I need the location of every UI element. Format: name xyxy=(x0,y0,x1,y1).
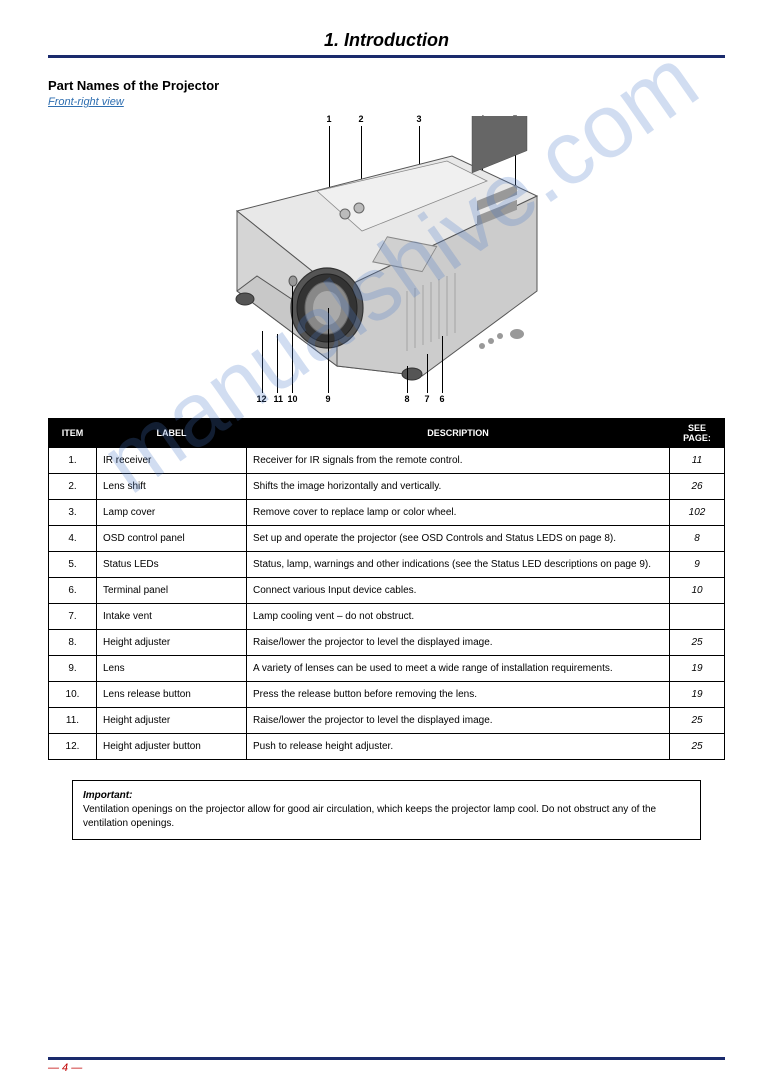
header-divider xyxy=(48,55,725,58)
cell-item: 3. xyxy=(49,500,97,526)
table-row: 11. Height adjuster Raise/lower the proj… xyxy=(49,708,725,734)
cell-page xyxy=(670,604,725,630)
table-row: 5. Status LEDs Status, lamp, warnings an… xyxy=(49,552,725,578)
table-row: 3. Lamp cover Remove cover to replace la… xyxy=(49,500,725,526)
cell-desc: Press the release button before removing… xyxy=(247,682,670,708)
th-description: DESCRIPTION xyxy=(247,419,670,448)
cell-item: 9. xyxy=(49,656,97,682)
cell-label: IR receiver xyxy=(97,448,247,474)
cell-label: Height adjuster xyxy=(97,630,247,656)
cell-label: Status LEDs xyxy=(97,552,247,578)
cell-desc: Lamp cooling vent – do not obstruct. xyxy=(247,604,670,630)
cell-desc: Receiver for IR signals from the remote … xyxy=(247,448,670,474)
cell-item: 6. xyxy=(49,578,97,604)
cell-item: 10. xyxy=(49,682,97,708)
cell-item: 1. xyxy=(49,448,97,474)
section-header: 1. Introduction xyxy=(48,30,725,51)
projector-diagram: 1 2 3 4 5 xyxy=(197,116,577,406)
cell-item: 5. xyxy=(49,552,97,578)
cell-item: 12. xyxy=(49,734,97,760)
main-title: Part Names of the Projector xyxy=(48,78,725,93)
cell-desc: Status, lamp, warnings and other indicat… xyxy=(247,552,670,578)
table-row: 9. Lens A variety of lenses can be used … xyxy=(49,656,725,682)
th-item: ITEM xyxy=(49,419,97,448)
cell-desc: Shifts the image horizontally and vertic… xyxy=(247,474,670,500)
table-row: 7. Intake vent Lamp cooling vent – do no… xyxy=(49,604,725,630)
cell-page: 25 xyxy=(670,734,725,760)
diagram-container: 1 2 3 4 5 xyxy=(48,116,725,406)
cell-desc: A variety of lenses can be used to meet … xyxy=(247,656,670,682)
cell-desc: Raise/lower the projector to level the d… xyxy=(247,630,670,656)
cell-label: Height adjuster button xyxy=(97,734,247,760)
cell-desc: Raise/lower the projector to level the d… xyxy=(247,708,670,734)
callout-12: 12 xyxy=(257,394,267,404)
subsection-title: Front-right view xyxy=(48,96,725,108)
cell-item: 7. xyxy=(49,604,97,630)
cell-item: 2. xyxy=(49,474,97,500)
cell-label: Terminal panel xyxy=(97,578,247,604)
cell-label: Lens release button xyxy=(97,682,247,708)
cell-desc: Set up and operate the projector (see OS… xyxy=(247,526,670,552)
cell-item: 4. xyxy=(49,526,97,552)
projector-illustration xyxy=(197,116,577,406)
table-row: 1. IR receiver Receiver for IR signals f… xyxy=(49,448,725,474)
cell-desc: Remove cover to replace lamp or color wh… xyxy=(247,500,670,526)
callout-10: 10 xyxy=(288,394,298,404)
important-text: Ventilation openings on the projector al… xyxy=(83,803,690,831)
table-row: 2. Lens shift Shifts the image horizonta… xyxy=(49,474,725,500)
callout-8: 8 xyxy=(405,394,410,404)
table-row: 12. Height adjuster button Push to relea… xyxy=(49,734,725,760)
callout-7: 7 xyxy=(425,394,430,404)
cell-label: Lens shift xyxy=(97,474,247,500)
table-row: 10. Lens release button Press the releas… xyxy=(49,682,725,708)
important-note: Important: Ventilation openings on the p… xyxy=(72,780,701,840)
th-label: LABEL xyxy=(97,419,247,448)
parts-table: ITEM LABEL DESCRIPTION SEE PAGE: 1. IR r… xyxy=(48,418,725,760)
callout-9: 9 xyxy=(326,394,331,404)
table-row: 8. Height adjuster Raise/lower the proje… xyxy=(49,630,725,656)
cell-item: 8. xyxy=(49,630,97,656)
page-number: — 4 — xyxy=(48,1062,82,1074)
cell-page: 10 xyxy=(670,578,725,604)
footer: — 4 — xyxy=(48,1057,725,1074)
cell-label: OSD control panel xyxy=(97,526,247,552)
cell-page: 25 xyxy=(670,630,725,656)
cell-page: 9 xyxy=(670,552,725,578)
cell-page: 8 xyxy=(670,526,725,552)
cell-page: 19 xyxy=(670,682,725,708)
th-page: SEE PAGE: xyxy=(670,419,725,448)
cell-label: Intake vent xyxy=(97,604,247,630)
parts-table-body: 1. IR receiver Receiver for IR signals f… xyxy=(49,448,725,760)
cell-label: Lamp cover xyxy=(97,500,247,526)
cell-label: Lens xyxy=(97,656,247,682)
important-label: Important: xyxy=(83,790,132,801)
callout-11: 11 xyxy=(274,394,284,404)
cell-item: 11. xyxy=(49,708,97,734)
footer-divider xyxy=(48,1057,725,1060)
cell-desc: Connect various Input device cables. xyxy=(247,578,670,604)
cell-page: 102 xyxy=(670,500,725,526)
cell-page: 26 xyxy=(670,474,725,500)
cell-page: 19 xyxy=(670,656,725,682)
cell-label: Height adjuster xyxy=(97,708,247,734)
cell-page: 11 xyxy=(670,448,725,474)
table-row: 4. OSD control panel Set up and operate … xyxy=(49,526,725,552)
table-row: 6. Terminal panel Connect various Input … xyxy=(49,578,725,604)
cell-desc: Push to release height adjuster. xyxy=(247,734,670,760)
cell-page: 25 xyxy=(670,708,725,734)
callout-6: 6 xyxy=(440,394,445,404)
